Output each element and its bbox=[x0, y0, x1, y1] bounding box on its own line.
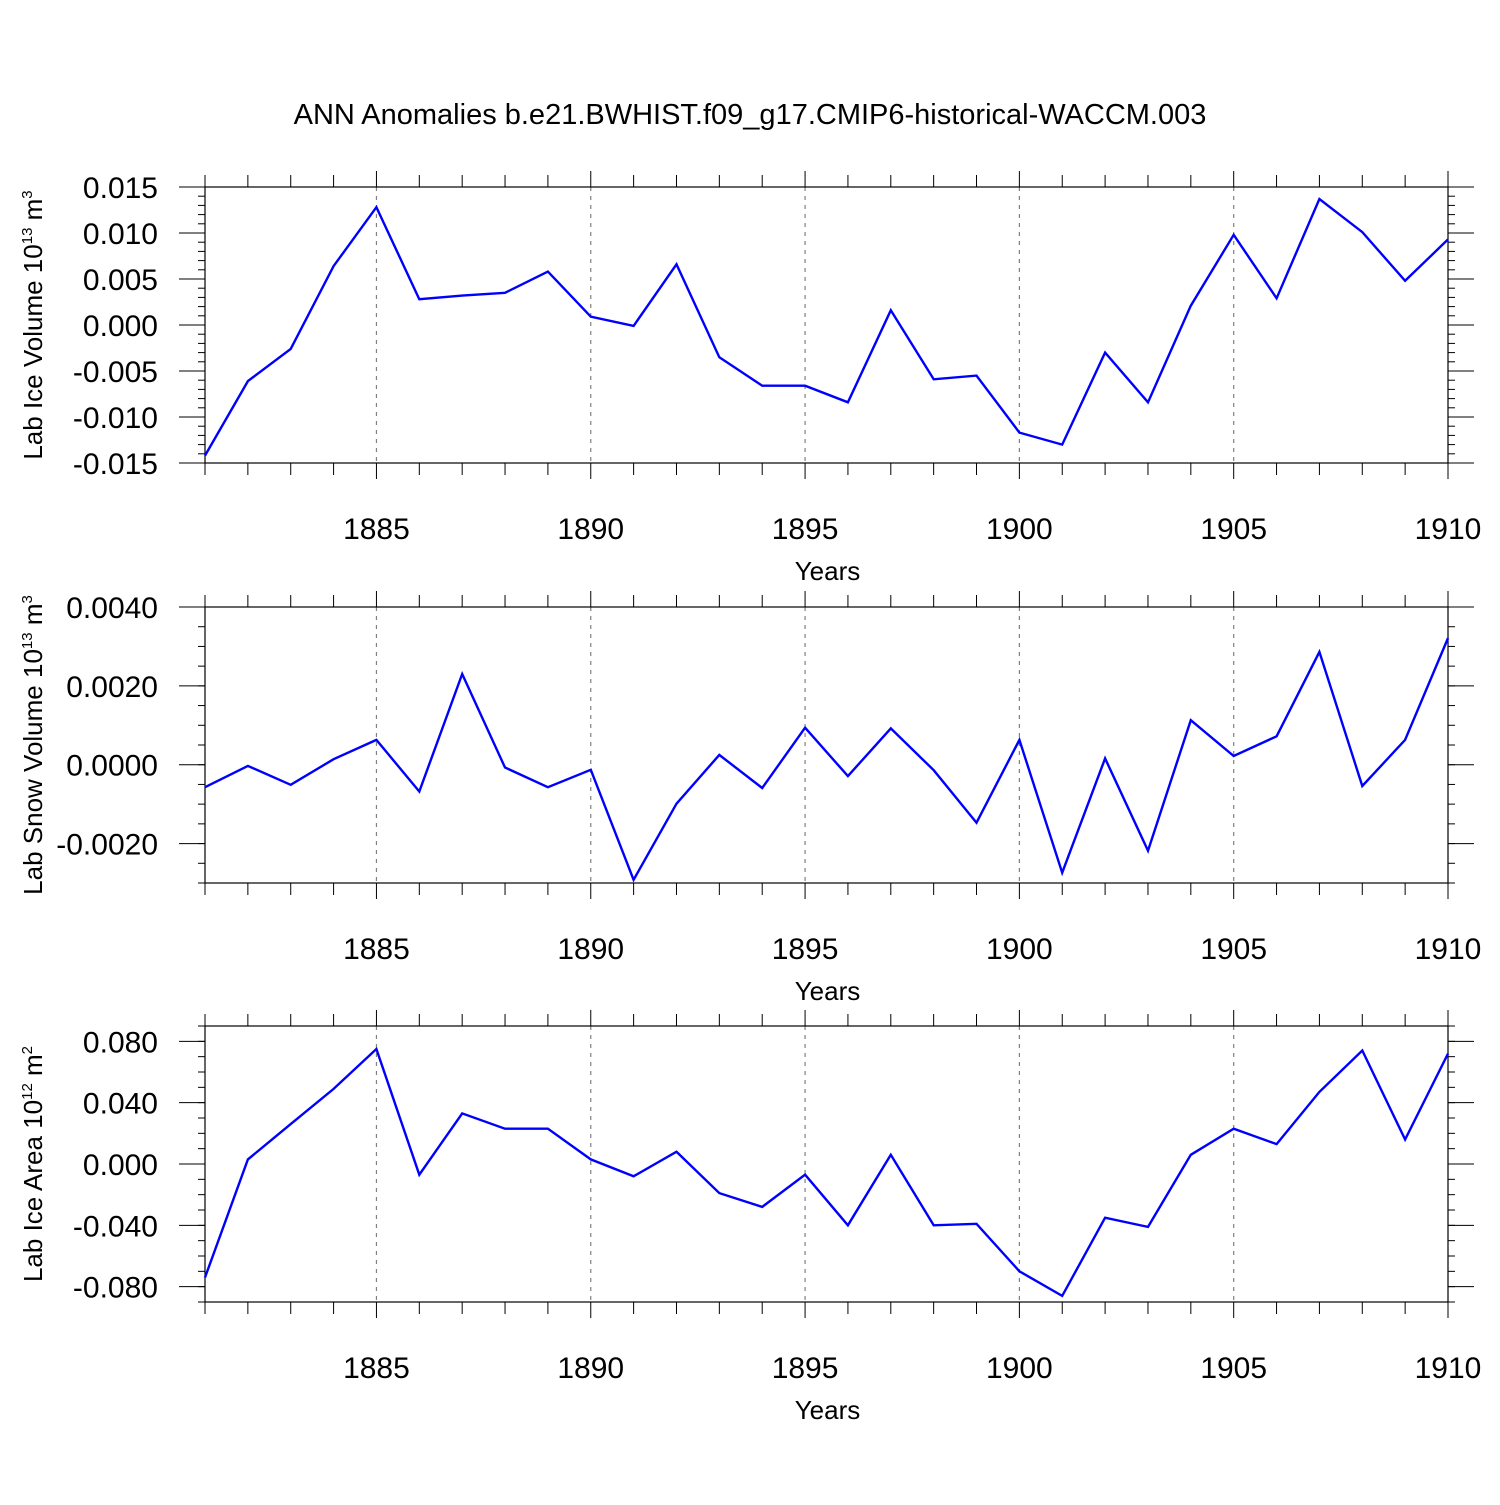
x-tick-label: 1890 bbox=[557, 1352, 624, 1385]
y-tick-label: -0.005 bbox=[73, 356, 158, 389]
x-tick-label: 1910 bbox=[1415, 933, 1482, 966]
chart-panel-1: 1885 1890 1895 1900 1905 1910 Years -0.015 -0.01… bbox=[18, 171, 1481, 586]
y-tick-label: 0.080 bbox=[83, 1026, 158, 1059]
x-axis-label: Years bbox=[795, 556, 861, 586]
y-tick-label: 0.010 bbox=[83, 218, 158, 251]
y-tick-label: 0.040 bbox=[83, 1088, 158, 1121]
x-tick-label: 1890 bbox=[557, 933, 624, 966]
y-axis-label: Lab Snow Volume 1013 m3 bbox=[18, 595, 48, 895]
x-tick-label: 1895 bbox=[772, 933, 839, 966]
x-tick-label: 1900 bbox=[986, 1352, 1053, 1385]
plot-frame bbox=[204, 186, 1449, 464]
x-tick-label: 1905 bbox=[1200, 513, 1267, 546]
chart-title: ANN Anomalies b.e21.BWHIST.f09_g17.CMIP6… bbox=[294, 99, 1207, 131]
y-tick-label: -0.080 bbox=[73, 1272, 158, 1305]
x-tick-label: 1900 bbox=[986, 933, 1053, 966]
plot-frame bbox=[204, 1025, 1449, 1303]
x-tick-label: 1900 bbox=[986, 513, 1053, 546]
y-tick-label: -0.015 bbox=[73, 448, 158, 481]
x-tick-label: 1910 bbox=[1415, 1352, 1482, 1385]
chart-panel-2: 1885 1890 1895 1900 1905 1910 Years -0.0020 0.00… bbox=[18, 591, 1481, 1006]
series-line bbox=[204, 637, 1450, 883]
y-tick-label: -0.040 bbox=[73, 1210, 158, 1243]
y-axis-label: Lab Ice Area 1012 m2 bbox=[18, 1046, 48, 1282]
y-tick-label: 0.0020 bbox=[66, 671, 158, 704]
x-tick-label: 1895 bbox=[772, 1352, 839, 1385]
x-tick-label: 1905 bbox=[1200, 933, 1267, 966]
x-tick-label: 1890 bbox=[557, 513, 624, 546]
series-line bbox=[203, 1046, 1450, 1298]
y-tick-label: -0.0020 bbox=[56, 829, 158, 862]
x-tick-label: 1885 bbox=[343, 513, 410, 546]
y-tick-label: -0.010 bbox=[73, 402, 158, 435]
y-axis-label: Lab Ice Volume 1013 m3 bbox=[18, 190, 48, 459]
x-tick-label: 1895 bbox=[772, 513, 839, 546]
x-axis-label: Years bbox=[795, 976, 861, 1006]
x-tick-label: 1910 bbox=[1415, 513, 1482, 546]
y-tick-label: 0.015 bbox=[83, 172, 158, 205]
y-tick-label: 0.005 bbox=[83, 264, 158, 297]
chart-panel-3: 1885 1890 1895 1900 1905 1910 Years -0.080 -0.04… bbox=[18, 1010, 1481, 1425]
x-tick-label: 1885 bbox=[343, 933, 410, 966]
x-axis-label: Years bbox=[795, 1395, 861, 1425]
y-tick-label: 0.0000 bbox=[66, 750, 158, 783]
y-tick-label: 0.000 bbox=[83, 1149, 158, 1182]
plot-frame bbox=[204, 606, 1449, 884]
y-tick-label: 0.0040 bbox=[66, 592, 158, 625]
series-line bbox=[203, 197, 1449, 457]
x-tick-label: 1885 bbox=[343, 1352, 410, 1385]
y-tick-label: 0.000 bbox=[83, 310, 158, 343]
x-tick-label: 1905 bbox=[1200, 1352, 1267, 1385]
